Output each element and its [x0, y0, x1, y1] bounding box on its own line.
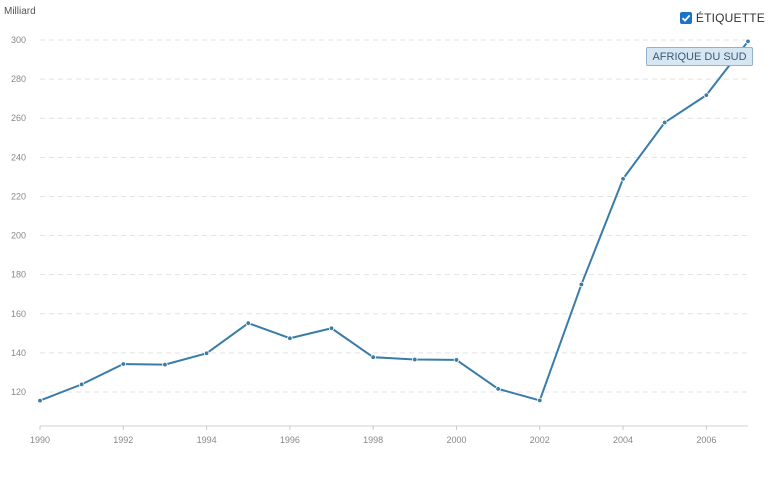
- x-tick-label: 2002: [530, 435, 550, 445]
- data-point: [745, 38, 751, 45]
- data-point: [162, 361, 168, 368]
- data-point: [78, 381, 85, 388]
- checkbox-icon[interactable]: [679, 12, 692, 24]
- y-tick-label: 260: [11, 113, 26, 123]
- y-tick-label: 180: [11, 270, 26, 280]
- data-point: [537, 397, 543, 404]
- data-point: [662, 119, 668, 126]
- y-unit-label: Milliard: [4, 6, 36, 17]
- data-point: [120, 361, 126, 367]
- data-point: [453, 357, 460, 363]
- x-tick-label: 2006: [696, 435, 716, 445]
- y-tick-label: 240: [11, 152, 26, 162]
- x-tick-label: 1990: [30, 435, 50, 445]
- y-tick-label: 300: [11, 35, 26, 45]
- data-point: [703, 92, 710, 98]
- y-tick-label: 160: [11, 309, 26, 319]
- data-point: [287, 335, 293, 341]
- x-tick-label: 1992: [113, 435, 133, 445]
- y-tick-label: 120: [11, 387, 26, 397]
- y-tick-label: 220: [11, 191, 26, 201]
- label-toggle-text: ÉTIQUETTE: [695, 11, 765, 25]
- data-point: [203, 350, 210, 356]
- data-point: [370, 354, 376, 360]
- data-point: [328, 325, 335, 331]
- x-tick-label: 1994: [197, 435, 217, 445]
- label-toggle[interactable]: ÉTIQUETTE: [679, 11, 765, 25]
- data-point: [37, 397, 43, 404]
- data-point: [578, 281, 585, 288]
- series-line: [39, 40, 749, 402]
- x-tick-label: 2004: [613, 435, 633, 445]
- data-point: [412, 356, 418, 363]
- data-point: [245, 320, 251, 326]
- data-point: [495, 386, 501, 392]
- y-tick-label: 200: [11, 231, 26, 241]
- data-point: [620, 176, 626, 182]
- x-tick-label: 1996: [280, 435, 300, 445]
- y-tick-label: 280: [11, 74, 26, 84]
- y-tick-label: 140: [11, 348, 26, 358]
- series-tag: AFRIQUE DU SUD: [646, 47, 753, 66]
- x-tick-label: 1998: [363, 435, 383, 445]
- x-tick-label: 2000: [446, 435, 466, 445]
